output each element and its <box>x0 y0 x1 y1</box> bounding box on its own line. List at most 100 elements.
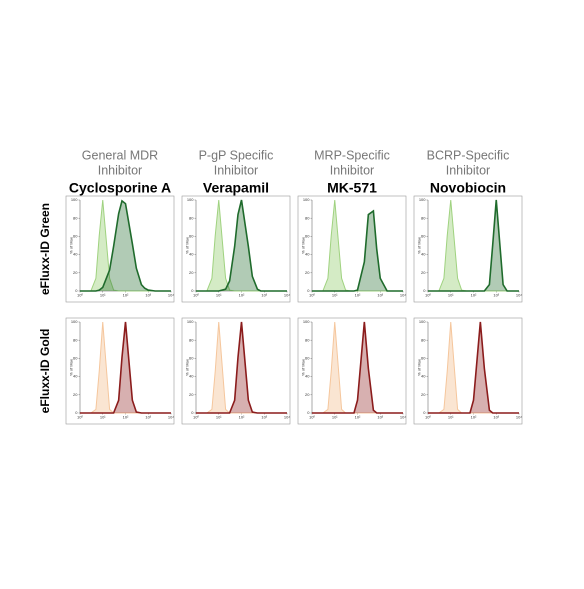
x-tick-label: 10⁴ <box>400 293 406 298</box>
y-tick-label: 40 <box>305 374 310 379</box>
y-tick-label: 80 <box>189 215 194 220</box>
x-tick-label: 10¹ <box>100 415 106 420</box>
y-tick-label: 80 <box>73 337 78 342</box>
x-tick-label: 10¹ <box>332 293 338 298</box>
y-tick-label: 60 <box>189 355 194 360</box>
x-tick-label: 10² <box>355 415 361 420</box>
x-tick-label: 10¹ <box>448 415 454 420</box>
y-tick-label: 20 <box>189 270 194 275</box>
panel-frame <box>181 195 291 303</box>
y-tick-label: 60 <box>73 233 78 238</box>
y-axis-label: % of Max <box>185 359 190 376</box>
y-tick-label: 0 <box>191 410 194 415</box>
x-tick-label: 10³ <box>493 293 499 298</box>
y-tick-label: 20 <box>305 392 310 397</box>
y-tick-label: 20 <box>189 392 194 397</box>
histogram <box>80 200 171 291</box>
y-tick-label: 100 <box>419 197 426 202</box>
panel: 0 20 40 60 80 100 10⁰ 10¹ 10² 10³ 10⁴ % of Max <box>413 317 522 425</box>
panel: 0 20 40 60 80 100 10⁰ 10¹ 10² 10³ 10⁴ % of Max <box>65 317 175 425</box>
histogram <box>80 322 171 413</box>
x-tick-label: 10³ <box>145 415 151 420</box>
histogram <box>196 200 287 291</box>
column-subtitle: General MDR <box>82 148 158 162</box>
y-tick-label: 0 <box>75 410 78 415</box>
y-tick-label: 20 <box>73 392 78 397</box>
panel: 0 20 40 60 80 100 10⁰ 10¹ 10² 10³ 10⁴ % of Max <box>413 195 522 303</box>
y-tick-label: 100 <box>303 319 310 324</box>
y-tick-label: 60 <box>189 233 194 238</box>
column-title: Cyclosporine A <box>69 180 171 196</box>
y-tick-label: 100 <box>187 319 194 324</box>
column-subtitle: P-gP Specific <box>199 148 274 162</box>
y-tick-label: 0 <box>75 288 78 293</box>
column-title: Verapamil <box>203 180 269 196</box>
y-tick-label: 20 <box>421 270 426 275</box>
row-label: eFluxx-ID Gold <box>38 329 52 414</box>
y-tick-label: 40 <box>421 252 426 257</box>
y-tick-label: 100 <box>419 319 426 324</box>
y-tick-label: 40 <box>73 374 78 379</box>
x-tick-label: 10³ <box>377 293 383 298</box>
column-subtitle: Inhibitor <box>330 163 374 177</box>
y-tick-label: 80 <box>189 337 194 342</box>
histogram <box>428 200 519 291</box>
x-tick-label: 10⁴ <box>284 293 290 298</box>
x-tick-label: 10² <box>123 293 129 298</box>
x-tick-label: 10² <box>471 415 477 420</box>
y-tick-label: 80 <box>305 215 310 220</box>
panel-frame <box>297 317 407 425</box>
x-tick-label: 10¹ <box>216 415 222 420</box>
x-tick-label: 10² <box>471 293 477 298</box>
x-tick-label: 10³ <box>261 293 267 298</box>
x-tick-label: 10⁴ <box>168 293 174 298</box>
column-subtitle: Inhibitor <box>446 163 490 177</box>
y-tick-label: 60 <box>421 355 426 360</box>
y-tick-label: 40 <box>73 252 78 257</box>
y-tick-label: 60 <box>421 233 426 238</box>
x-tick-label: 10⁴ <box>516 415 522 420</box>
y-axis-label: % of Max <box>301 237 306 254</box>
x-tick-label: 10⁰ <box>77 293 83 298</box>
y-tick-label: 60 <box>305 355 310 360</box>
y-tick-label: 40 <box>421 374 426 379</box>
histogram-line <box>312 321 403 414</box>
y-tick-label: 80 <box>421 337 426 342</box>
x-tick-label: 10² <box>239 415 245 420</box>
x-tick-label: 10⁴ <box>516 293 522 298</box>
y-axis-label: % of Max <box>301 359 306 376</box>
x-tick-label: 10³ <box>377 415 383 420</box>
histogram-line <box>80 199 171 292</box>
y-axis-label: % of Max <box>185 237 190 254</box>
panel: 0 20 40 60 80 100 10⁰ 10¹ 10² 10³ 10⁴ % of Max <box>297 317 407 425</box>
x-tick-label: 10² <box>239 293 245 298</box>
histogram-line <box>428 321 519 414</box>
row-label: eFluxx-ID Green <box>38 203 52 295</box>
x-tick-label: 10⁰ <box>193 415 199 420</box>
histogram <box>196 322 287 413</box>
y-axis-label: % of Max <box>417 237 422 254</box>
y-tick-label: 100 <box>303 197 310 202</box>
histogram <box>312 322 403 413</box>
panel: 0 20 40 60 80 100 10⁰ 10¹ 10² 10³ 10⁴ % of Max <box>181 195 291 303</box>
y-tick-label: 0 <box>423 288 426 293</box>
y-tick-label: 80 <box>73 215 78 220</box>
histogram <box>196 200 287 291</box>
x-tick-label: 10² <box>355 293 361 298</box>
y-tick-label: 0 <box>307 288 310 293</box>
y-tick-label: 80 <box>421 215 426 220</box>
histogram <box>196 322 287 413</box>
y-tick-label: 20 <box>73 270 78 275</box>
x-tick-label: 10¹ <box>332 415 338 420</box>
y-tick-label: 0 <box>307 410 310 415</box>
column-subtitle: MRP-Specific <box>314 148 390 162</box>
x-tick-label: 10³ <box>145 293 151 298</box>
panel-frame <box>297 195 407 303</box>
x-tick-label: 10³ <box>261 415 267 420</box>
column-title: MK-571 <box>327 180 377 196</box>
panel-frame <box>65 317 175 425</box>
histogram <box>80 200 171 291</box>
y-tick-label: 20 <box>305 270 310 275</box>
histogram-line <box>196 321 287 414</box>
